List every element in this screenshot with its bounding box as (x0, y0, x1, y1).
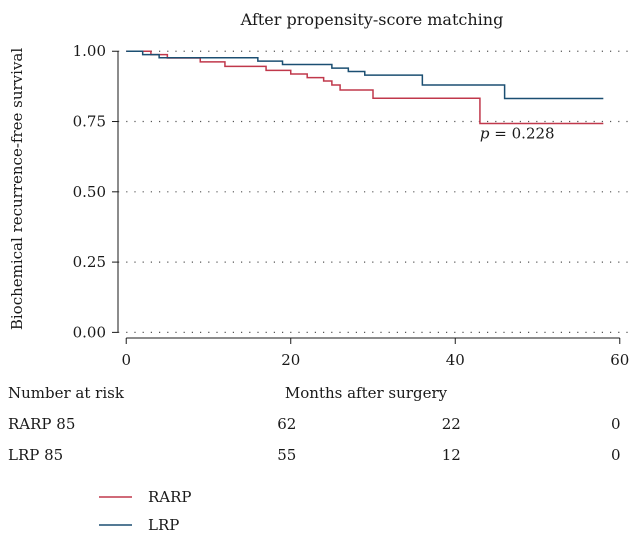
x-axis-label: Months after surgery (285, 384, 448, 402)
y-tick-label-1: 0.25 (73, 253, 106, 271)
x-tick-label-0: 0 (121, 351, 131, 369)
legend-label-rarp: RARP (148, 488, 192, 506)
x-tick-label-3: 60 (610, 351, 629, 369)
y-tick-label-3: 0.75 (73, 113, 106, 131)
risk-count-lrp-20: 55 (277, 446, 296, 464)
p-value-text: = 0.228 (490, 125, 555, 143)
chart-title: After propensity-score matching (240, 10, 504, 29)
y-axis-label: Biochemical recurrence-free survival (8, 48, 26, 331)
p-value-annotation: p = 0.228 (480, 125, 555, 143)
risk-count-lrp-60: 0 (611, 446, 621, 464)
series-line-rarp (126, 50, 604, 125)
legend-label-lrp: LRP (148, 516, 179, 534)
risk-count-rarp-40: 22 (442, 415, 461, 433)
axes: 0.00 0.25 0.50 0.75 1.00 0 20 40 60 (73, 42, 630, 369)
risk-row-label-rarp: RARP 85 (8, 415, 75, 433)
x-tick-label-1: 20 (281, 351, 300, 369)
risk-count-rarp-60: 0 (611, 415, 621, 433)
risk-count-lrp-40: 12 (442, 446, 461, 464)
legend: RARP LRP (99, 488, 192, 534)
risk-table-header: Number at risk (8, 384, 125, 402)
y-tick-label-0: 0.00 (73, 323, 106, 341)
risk-row-label-lrp: LRP 85 (8, 446, 63, 464)
series-group (126, 50, 604, 125)
series-line-lrp (126, 50, 604, 100)
p-symbol: p (480, 125, 490, 143)
y-tick-label-4: 1.00 (73, 42, 106, 60)
risk-table: Number at risk Months after surgery RARP… (8, 384, 621, 464)
risk-count-rarp-20: 62 (277, 415, 296, 433)
y-tick-label-2: 0.50 (73, 183, 106, 201)
gridlines (118, 50, 628, 333)
x-tick-label-2: 40 (446, 351, 465, 369)
